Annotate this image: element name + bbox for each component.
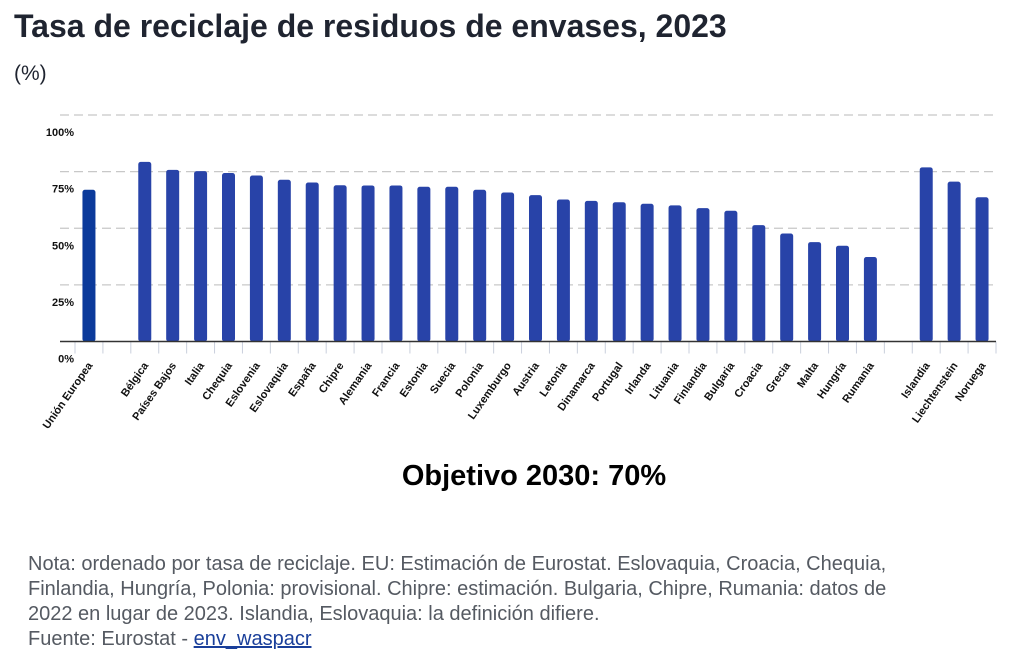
source-prefix: Fuente: Eurostat - [28, 628, 194, 650]
y-tick-label: 50% [52, 240, 74, 252]
bars [82, 161, 989, 342]
bar [640, 203, 654, 342]
y-tick-label: 25% [52, 297, 74, 309]
bar [724, 210, 738, 342]
y-axis-ticks: 0% 25% 50% 75% 100% [46, 127, 74, 366]
bar [222, 172, 235, 342]
bar [194, 171, 208, 342]
source-line: Fuente: Eurostat - env_waspacr [28, 627, 1008, 652]
bar [529, 195, 542, 342]
bar [975, 197, 989, 342]
bar [752, 225, 766, 342]
bar [780, 233, 794, 342]
bar [836, 245, 849, 342]
bar [389, 185, 403, 342]
note-line-2: Finlandia, Hungría, Polonia: provisional… [28, 578, 887, 600]
chart-title: Tasa de reciclaje de residuos de envases… [14, 8, 727, 44]
bar [584, 200, 598, 342]
bar [417, 186, 431, 342]
bar [333, 185, 347, 342]
bar [612, 202, 626, 342]
bar [249, 175, 263, 342]
bar [277, 179, 291, 342]
bar [668, 205, 682, 342]
bar [82, 189, 96, 342]
x-axis [60, 340, 997, 354]
footnote: Nota: ordenado por tasa de reciclaje. EU… [28, 552, 1008, 652]
gridlines [60, 114, 996, 286]
x-tick-label: Croacia [732, 360, 765, 401]
x-tick-label: Malta [795, 360, 821, 391]
bar [445, 186, 459, 342]
bar [947, 181, 961, 342]
x-tick-label: Chipre [317, 360, 347, 395]
bar [501, 192, 515, 342]
chart-subtitle: (%) [14, 62, 47, 85]
y-tick-label: 0% [58, 354, 74, 366]
note-line-1: Nota: ordenado por tasa de reciclaje. EU… [28, 553, 887, 575]
y-tick-label: 100% [46, 127, 74, 139]
bar [473, 189, 487, 342]
target-label: Objetivo 2030: 70% [401, 460, 667, 492]
bar [556, 199, 570, 342]
bar [166, 169, 180, 342]
bar [808, 242, 822, 342]
bar [919, 167, 933, 342]
bar [696, 208, 710, 342]
y-tick-label: 75% [52, 184, 74, 196]
bar [863, 257, 877, 342]
bar [138, 161, 152, 342]
x-tick-label: Italia [183, 360, 208, 388]
bar [305, 182, 319, 342]
x-tick-label: Estonia [398, 360, 431, 400]
x-tick-label: España [286, 360, 319, 400]
x-tick-label: Unión Europea [41, 360, 96, 432]
note-line-3: 2022 en lugar de 2023. Islandia, Eslovaq… [28, 603, 600, 625]
bar [361, 185, 375, 342]
source-link[interactable]: env_waspacr [193, 628, 312, 650]
x-tick-label: Grecia [764, 360, 794, 396]
bar-chart: 0% 25% 50% 75% 100% Unión Europea BélgicaPaís… [41, 114, 997, 432]
